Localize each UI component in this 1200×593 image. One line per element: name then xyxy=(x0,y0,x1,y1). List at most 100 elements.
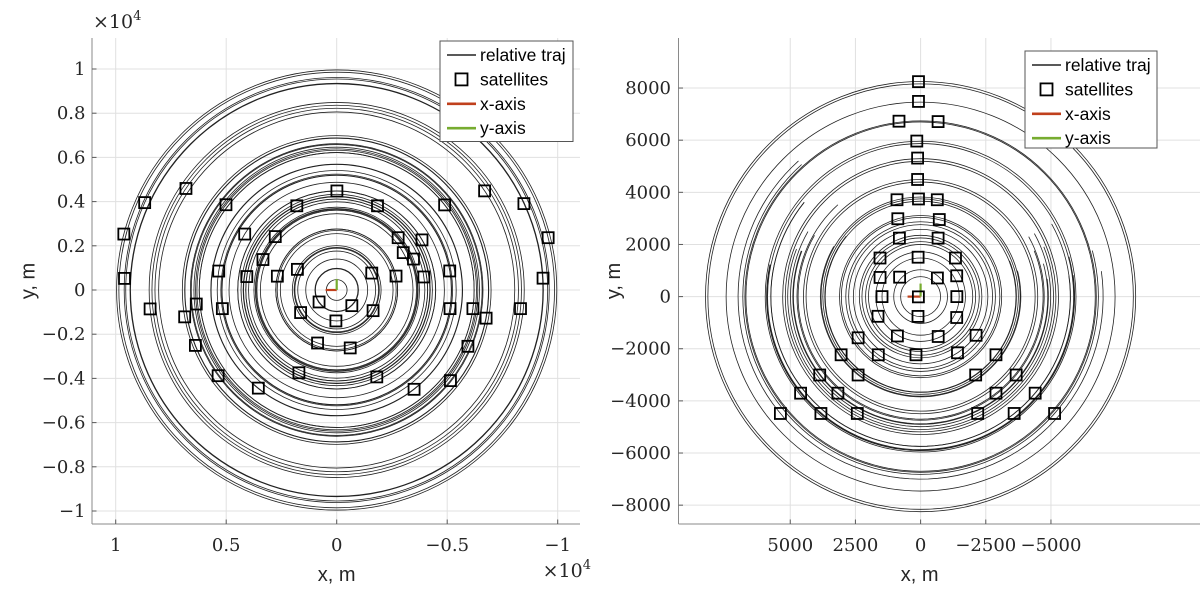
trajectory-circle xyxy=(228,181,445,399)
satellite-marker xyxy=(971,407,985,420)
trajectory-arc xyxy=(797,235,1044,420)
trajectory-circle xyxy=(900,276,941,317)
satellite-marker xyxy=(256,253,270,266)
x-tick-label: −2500 xyxy=(955,535,1016,556)
satellite-marker xyxy=(932,213,946,226)
trajectory-circle xyxy=(893,269,948,324)
trajectory-circle xyxy=(305,258,369,322)
satellite-marker xyxy=(290,199,304,213)
satellite-marker xyxy=(365,266,379,280)
satellite-markers xyxy=(773,75,1061,420)
trajectory-circle xyxy=(314,268,359,312)
satellite-marker xyxy=(240,270,254,283)
x-tick-label: 0 xyxy=(331,535,342,556)
satellite-marker xyxy=(536,271,550,285)
legend-box xyxy=(439,40,574,142)
satellite-marker xyxy=(389,269,403,283)
satellite-marker xyxy=(911,250,925,264)
satellite-marker xyxy=(312,295,326,309)
satellite-marker xyxy=(517,197,531,211)
y-tick-label: 0 xyxy=(74,280,85,301)
satellite-marker xyxy=(912,192,925,206)
satellite-marker xyxy=(417,270,431,284)
satellite-marker xyxy=(989,386,1003,400)
satellite-marker xyxy=(893,270,907,284)
satellite-marker xyxy=(969,368,983,382)
satellite-marker xyxy=(851,368,865,382)
satellite-markers xyxy=(117,182,555,396)
satellite-marker xyxy=(407,382,421,396)
satellite-marker xyxy=(370,370,384,384)
satellite-marker xyxy=(989,348,1003,362)
trajectory-circle xyxy=(784,160,1057,433)
axis-multiplier: ×104 xyxy=(93,9,141,33)
trajectory-circle xyxy=(259,213,414,367)
trajectory-circle xyxy=(221,174,452,406)
satellite-marker xyxy=(292,366,306,380)
trajectory-circle xyxy=(195,148,479,432)
y-tick-label: 6000 xyxy=(625,130,671,151)
satellite-marker xyxy=(294,306,308,319)
satellite-marker xyxy=(443,264,457,278)
satellite-marker xyxy=(311,336,324,350)
y-tick-label: 8000 xyxy=(625,78,671,99)
trajectory-circle xyxy=(237,190,437,390)
x-tick-label: −5000 xyxy=(1021,535,1082,556)
satellite-marker xyxy=(396,246,410,260)
trajectory-circle xyxy=(822,198,1019,395)
satellite-marker xyxy=(892,114,906,128)
trajectory-circle xyxy=(707,83,1134,510)
satellite-marker xyxy=(366,304,380,318)
satellite-marker xyxy=(461,339,475,353)
trajectory-circle xyxy=(116,69,558,511)
trajectory-circle xyxy=(220,173,453,407)
satellite-marker xyxy=(343,341,357,355)
y-tick-label: 0.4 xyxy=(57,192,86,213)
legend-label: y-axis xyxy=(480,118,526,138)
trajectory-circle xyxy=(764,140,1077,453)
satellite-marker xyxy=(891,212,905,226)
trajectory-circle xyxy=(805,181,1036,412)
satellite-marker xyxy=(268,230,282,243)
trajectory-arc xyxy=(742,164,1099,475)
satellite-marker xyxy=(330,184,344,198)
legend-label: satellites xyxy=(1065,79,1133,99)
y-tick-label: −2000 xyxy=(610,339,671,360)
satellite-marker xyxy=(911,290,925,304)
satellite-marker xyxy=(794,386,807,400)
satellite-marker xyxy=(211,369,225,383)
relative-trajectories xyxy=(116,69,558,511)
legend-satellite-swatch xyxy=(1039,82,1054,97)
legend-satellite-swatch xyxy=(454,72,469,87)
satellite-marker xyxy=(443,302,457,316)
satellite-marker xyxy=(444,374,457,388)
satellite-marker xyxy=(438,198,452,212)
satellite-marker xyxy=(478,184,492,198)
trajectory-circle xyxy=(840,216,1001,377)
x-tick-label: 1 xyxy=(110,535,121,556)
y-tick-label: −0.4 xyxy=(42,368,86,389)
trajectory-circle xyxy=(839,215,1003,379)
trajectory-arc xyxy=(737,160,1104,480)
y-tick-label: 0.2 xyxy=(57,236,86,257)
trajectory-circle xyxy=(253,206,420,374)
satellite-marker xyxy=(910,134,924,148)
trajectory-circle xyxy=(198,152,475,428)
satellite-marker xyxy=(415,233,429,247)
satellite-marker xyxy=(893,231,906,245)
trajectory-circle xyxy=(193,146,480,434)
satellite-marker xyxy=(911,173,925,186)
satellite-marker xyxy=(773,407,787,420)
satellite-marker xyxy=(143,302,157,316)
trajectory-arc xyxy=(766,264,1076,452)
satellite-marker xyxy=(215,302,229,316)
x-tick-label: 2500 xyxy=(833,535,879,556)
y-tick-label: −8000 xyxy=(610,495,671,516)
x-tick-label: 0 xyxy=(915,535,926,556)
satellite-marker xyxy=(1048,407,1061,420)
satellite-marker xyxy=(890,329,904,343)
legend-box xyxy=(1024,50,1158,149)
satellite-marker xyxy=(118,271,131,285)
trajectory-circle xyxy=(767,143,1075,451)
